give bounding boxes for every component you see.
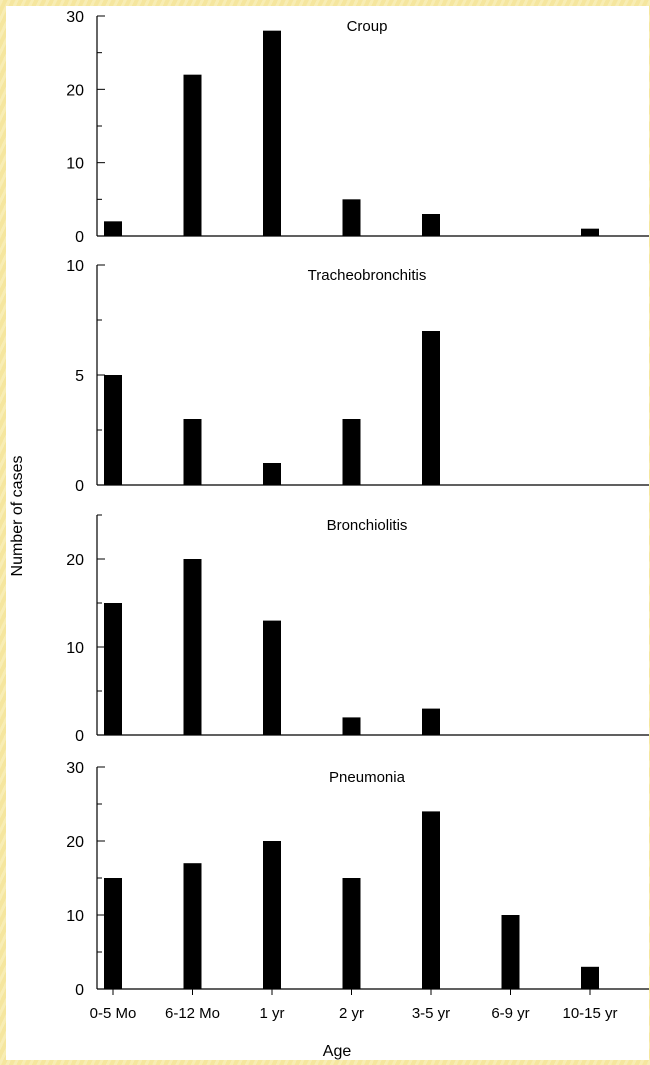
bar-croup-2 xyxy=(263,30,281,236)
bar-bronchiolitis-0 xyxy=(104,603,122,735)
bar-pneumonia-6 xyxy=(581,966,599,989)
bar-pneumonia-3 xyxy=(342,878,361,989)
y-tick-label: 0 xyxy=(75,478,84,495)
panel-title: Pneumonia xyxy=(329,769,406,786)
bar-croup-4 xyxy=(422,214,440,236)
panel-tracheobronchitis: 0 5 10 Tracheobronchitis xyxy=(66,258,649,495)
x-tick-label: 3-5 yr xyxy=(412,1005,450,1022)
bar-bronchiolitis-1 xyxy=(183,559,202,735)
bar-croup-3 xyxy=(342,199,361,236)
bar-tracheobronchitis-1 xyxy=(183,419,202,485)
y-tick-label: 0 xyxy=(75,982,84,999)
x-tick-label: 10-15 yr xyxy=(562,1005,617,1022)
panel-pneumonia: 0 10 20 30 Pneumonia xyxy=(66,760,649,999)
panels-group: 0 10 20 30 Croup 0 5 10 Tracheobronchitis 0 10 20 Br… xyxy=(66,9,649,999)
bar-pneumonia-5 xyxy=(501,915,520,989)
y-tick-label: 30 xyxy=(66,9,84,26)
panel-title: Bronchiolitis xyxy=(327,517,408,534)
bar-pneumonia-1 xyxy=(183,863,202,989)
bar-croup-0 xyxy=(104,221,122,236)
y-tick-label: 10 xyxy=(66,908,84,925)
bar-pneumonia-4 xyxy=(422,811,440,989)
panel-title: Tracheobronchitis xyxy=(308,267,427,284)
x-tick-labels: 0-5 Mo 6-12 Mo 1 yr 2 yr 3-5 yr 6-9 yr 10-15 y… xyxy=(90,1005,618,1022)
x-tick-label: 6-9 yr xyxy=(491,1005,529,1022)
chart-figure: 0 10 20 30 Croup 0 5 10 Tracheobronchitis 0 10 20 Br… xyxy=(6,6,649,1060)
y-tick-label: 10 xyxy=(66,156,84,173)
bar-tracheobronchitis-2 xyxy=(263,463,281,485)
x-tick-label: 6-12 Mo xyxy=(165,1005,220,1022)
y-axis-label: Number of cases xyxy=(9,456,26,577)
bar-tracheobronchitis-0 xyxy=(104,375,122,485)
panel-title: Croup xyxy=(347,18,388,35)
bar-croup-6 xyxy=(581,228,599,236)
bar-tracheobronchitis-4 xyxy=(422,331,440,485)
bar-tracheobronchitis-3 xyxy=(342,419,361,485)
x-tick-label: 1 yr xyxy=(259,1005,284,1022)
panel-croup: 0 10 20 30 Croup xyxy=(66,9,649,246)
bar-pneumonia-2 xyxy=(263,841,281,989)
x-axis-label: Age xyxy=(323,1043,352,1060)
y-tick-label: 30 xyxy=(66,760,84,777)
x-tick-label: 2 yr xyxy=(339,1005,364,1022)
y-tick-label: 5 xyxy=(75,368,84,385)
y-tick-label: 20 xyxy=(66,82,84,99)
bar-chart-panels: 0 10 20 30 Croup 0 5 10 Tracheobronchitis 0 10 20 Br… xyxy=(9,9,649,1060)
y-tick-label: 0 xyxy=(75,728,84,745)
bar-bronchiolitis-4 xyxy=(422,708,440,735)
y-tick-label: 10 xyxy=(66,640,84,657)
y-tick-label: 10 xyxy=(66,258,84,275)
y-tick-label: 20 xyxy=(66,834,84,851)
x-tick-label: 0-5 Mo xyxy=(90,1005,137,1022)
bar-bronchiolitis-2 xyxy=(263,620,281,735)
bar-pneumonia-0 xyxy=(104,878,122,989)
bar-croup-1 xyxy=(183,74,202,237)
bar-bronchiolitis-3 xyxy=(342,717,361,735)
panel-bronchiolitis: 0 10 20 Bronchiolitis xyxy=(66,514,649,745)
y-tick-label: 0 xyxy=(75,229,84,246)
y-tick-label: 20 xyxy=(66,552,84,569)
